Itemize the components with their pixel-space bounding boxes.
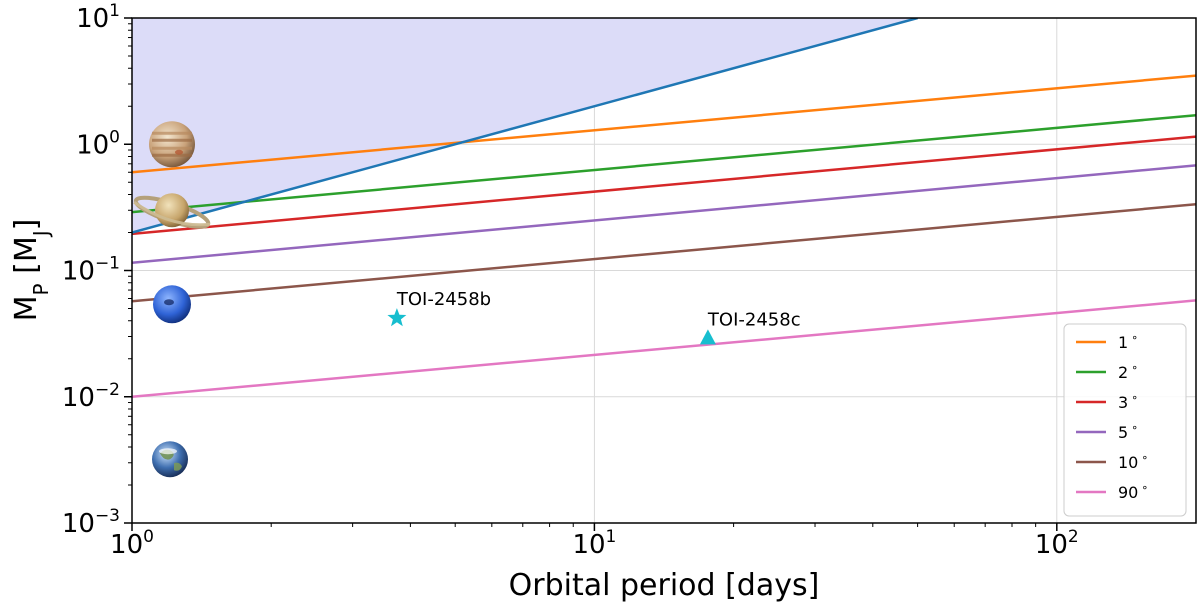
toi-2458b-marker (387, 308, 407, 327)
series-line-2deg (132, 113, 1196, 214)
series-line-90deg (132, 299, 1196, 399)
legend-label-10deg: 10 ∘ (1118, 451, 1148, 472)
legend-label-1deg: 1 ∘ (1118, 331, 1138, 352)
planet-earth-icon (152, 441, 188, 478)
reference-planets (133, 121, 211, 478)
planet-jupiter-icon (149, 121, 195, 168)
series-line-10deg (132, 202, 1196, 303)
y-tick-label: 10−2 (62, 380, 120, 413)
series-line-5deg (132, 164, 1196, 265)
legend-label-3deg: 3 ∘ (1118, 391, 1138, 412)
y-tick-label: 101 (76, 1, 120, 34)
toi-2458c-marker (699, 329, 716, 345)
legend-label-90deg: 90 ∘ (1118, 481, 1148, 502)
y-tick-label: 10−1 (62, 254, 120, 287)
series-line-1deg (132, 74, 1196, 174)
toi-2458c-label: TOI-2458c (707, 309, 801, 330)
toi-2458b-label: TOI-2458b (396, 289, 491, 310)
legend: 1 ∘ 2 ∘ 3 ∘ 5 ∘ 10 ∘ 90 ∘ (1063, 323, 1187, 517)
earth-cloud (159, 448, 177, 455)
jupiter-body (149, 121, 195, 168)
x-tick-label: 102 (1035, 527, 1079, 560)
series-lines (132, 18, 1196, 399)
planet-saturn-icon (133, 193, 211, 229)
y-tick-label: 10−3 (62, 506, 120, 539)
saturn-ring-front (133, 201, 211, 227)
planet-neptune-icon (153, 285, 191, 324)
earth-land (174, 462, 182, 471)
y-tick-label: 100 (76, 127, 120, 160)
axis-ticks: 100 101 102 10−3 10−2 10−1 100 101 (62, 1, 1079, 560)
legend-label-2deg: 2 ∘ (1118, 361, 1138, 382)
x-tick-label: 100 (110, 527, 154, 560)
boundary-line (132, 18, 918, 234)
series-line-3deg (132, 135, 1196, 236)
highlighted-points: TOI-2458b TOI-2458c (387, 289, 801, 345)
legend-label-5deg: 5 ∘ (1118, 421, 1138, 442)
x-tick-label: 101 (572, 527, 616, 560)
neptune-spot (164, 299, 174, 306)
y-axis-title: MP [MJ] (9, 219, 53, 322)
x-axis-title: Orbital period [days] (509, 568, 820, 603)
jupiter-red-spot (175, 149, 183, 155)
